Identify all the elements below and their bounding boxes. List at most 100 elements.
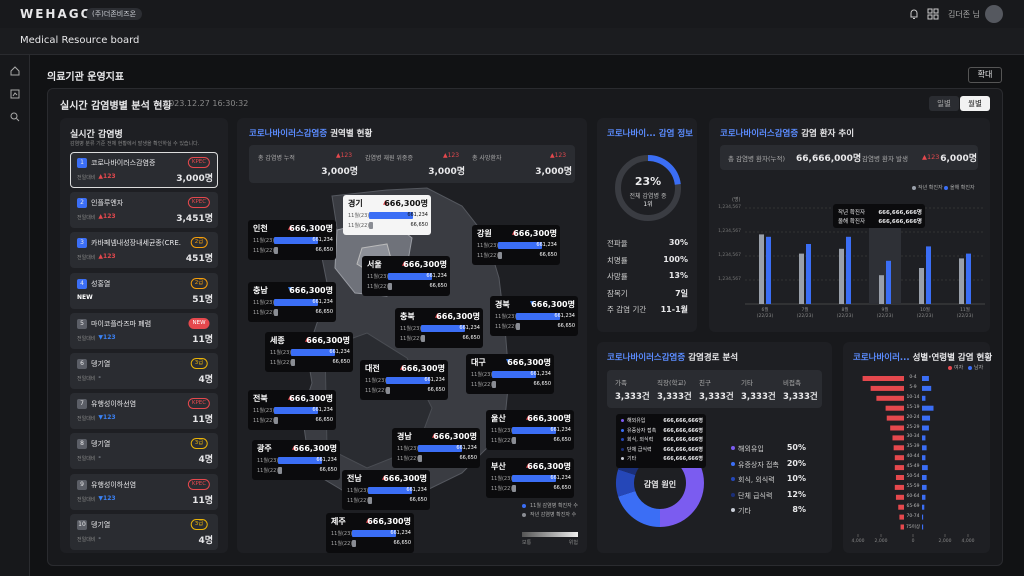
rank: 5 bbox=[77, 318, 87, 329]
region-change: ▲ bbox=[400, 364, 405, 371]
bell-icon[interactable] bbox=[908, 8, 920, 20]
badge: 2급 bbox=[190, 237, 208, 249]
region-total: 666,300명 bbox=[306, 336, 350, 345]
donut-arc bbox=[615, 155, 681, 221]
row-value: 661,234 bbox=[390, 530, 411, 536]
change: - bbox=[98, 374, 101, 381]
bar bbox=[922, 504, 925, 510]
region-bar bbox=[388, 283, 393, 290]
change: ▼123 bbox=[98, 333, 116, 341]
row-label: 11월(22) bbox=[253, 418, 275, 424]
apps-icon[interactable] bbox=[927, 8, 939, 20]
disease-list-title: 실시간 감염병 bbox=[70, 130, 123, 140]
row-label: 11월(23) bbox=[367, 274, 389, 280]
donut-center: 감염 원인 bbox=[643, 480, 677, 489]
tooltip-value: 666,666,666명 bbox=[878, 210, 922, 216]
age-label: 75이상 bbox=[905, 524, 920, 530]
region-change: ▼ bbox=[288, 286, 293, 293]
bar bbox=[919, 268, 924, 304]
row-label: 11월(22) bbox=[348, 223, 370, 229]
row-value: 661,234 bbox=[550, 475, 571, 481]
badge: KPEC bbox=[187, 398, 211, 410]
disease-name: 유행성이하선염 bbox=[91, 480, 137, 489]
bar bbox=[839, 248, 844, 304]
expand-button[interactable]: 확대 bbox=[968, 67, 1002, 83]
stat-change: ▲123 bbox=[922, 153, 940, 161]
tooltip-name: 올해 확진자 bbox=[838, 219, 866, 225]
bar bbox=[886, 260, 891, 304]
count: 4명 bbox=[198, 375, 213, 385]
tooltip-dot bbox=[621, 447, 624, 451]
user-name[interactable]: 김더존 님 bbox=[948, 10, 980, 19]
region-name: 전북 bbox=[253, 394, 268, 403]
row-value: 66,650 bbox=[459, 455, 478, 461]
page-title: 의료기관 운영지표 bbox=[47, 72, 125, 83]
x-tick-label: 2,000 bbox=[938, 539, 952, 544]
board-title: Medical Resource board bbox=[20, 35, 140, 46]
region-total: 666,300명 bbox=[433, 432, 477, 441]
info-label: 전파율 bbox=[607, 239, 628, 248]
search-icon[interactable] bbox=[9, 111, 21, 123]
region-change: ▲ bbox=[383, 199, 388, 206]
pyramid-chart bbox=[857, 376, 969, 537]
row-value: 661,234 bbox=[406, 487, 427, 493]
age-label: 0-4 bbox=[909, 375, 917, 380]
region-change: ▼ bbox=[530, 300, 535, 307]
bar bbox=[922, 465, 928, 471]
legend-label: 작년 확진자 bbox=[918, 185, 943, 191]
region-total: 666,300명 bbox=[436, 312, 480, 321]
row-value: 661,234 bbox=[536, 242, 557, 248]
y-tick-label: 1,234,567 bbox=[718, 205, 741, 210]
value-label: 10% bbox=[786, 474, 806, 483]
compare-label: 전일대비 bbox=[77, 335, 96, 342]
compare-label: 전일대비 bbox=[77, 255, 96, 262]
stat-label: 총 사망환자 bbox=[472, 155, 502, 162]
compare-label: 전일대비 bbox=[77, 536, 96, 543]
region-bar bbox=[512, 437, 517, 444]
region-total: 666,300명 bbox=[384, 199, 428, 208]
legend-label: 단체 급식력 bbox=[738, 491, 773, 500]
region-bar bbox=[386, 387, 391, 394]
row-value: 66,650 bbox=[533, 381, 552, 387]
tooltip-name: 단체 급식력 bbox=[627, 446, 652, 453]
home-icon[interactable] bbox=[9, 65, 21, 77]
row-label: 11월(23) bbox=[270, 350, 292, 356]
logo[interactable]: WEHAGO bbox=[20, 7, 93, 21]
stat-label: 비접촉 bbox=[783, 379, 801, 387]
tab-monthly[interactable]: 월별 bbox=[960, 96, 990, 111]
row-value: 66,650 bbox=[429, 283, 448, 289]
row-value: 66,650 bbox=[332, 359, 351, 365]
badge: KPEC bbox=[187, 478, 211, 490]
avatar[interactable] bbox=[985, 5, 1003, 23]
bar bbox=[922, 494, 926, 500]
bar bbox=[890, 425, 904, 431]
bar bbox=[922, 445, 927, 451]
bar bbox=[894, 484, 904, 490]
info-subtitle: 전체 감염병 중 bbox=[629, 193, 667, 200]
row-label: 11월(23) bbox=[253, 408, 275, 414]
row-label: 11월(22) bbox=[257, 468, 279, 474]
bar bbox=[799, 253, 804, 304]
panel-title: 성별·연령별 감염 현황 bbox=[912, 353, 993, 363]
stat-label: 총 감염병 환자(누적) bbox=[728, 155, 786, 163]
row-value: 661,234 bbox=[329, 349, 350, 355]
row-value: 66,650 bbox=[393, 540, 412, 546]
tooltip bbox=[833, 204, 925, 228]
percent: 23% bbox=[634, 175, 662, 188]
region-bar bbox=[418, 455, 423, 462]
value-label: 50% bbox=[786, 443, 806, 452]
row-value: 66,650 bbox=[409, 497, 428, 503]
company-badge[interactable]: (주)더존비즈온 bbox=[86, 8, 143, 20]
row-label: 11월(22) bbox=[365, 388, 387, 394]
legend-dot bbox=[731, 508, 735, 512]
region-name: 서울 bbox=[367, 260, 382, 269]
tab-daily[interactable]: 일별 bbox=[929, 96, 959, 111]
region-bar bbox=[498, 242, 542, 249]
compare-label: 전일대비 bbox=[77, 496, 96, 503]
row-value: 661,234 bbox=[312, 407, 333, 413]
disease-list-subtitle: 감염병 분류 기준 전체 현황에서 발생을 확인하실 수 있습니다. bbox=[70, 141, 200, 147]
count: 4명 bbox=[198, 455, 213, 466]
row-value: 66,650 bbox=[557, 323, 576, 329]
chart-icon[interactable] bbox=[9, 88, 21, 100]
bar bbox=[966, 253, 971, 304]
